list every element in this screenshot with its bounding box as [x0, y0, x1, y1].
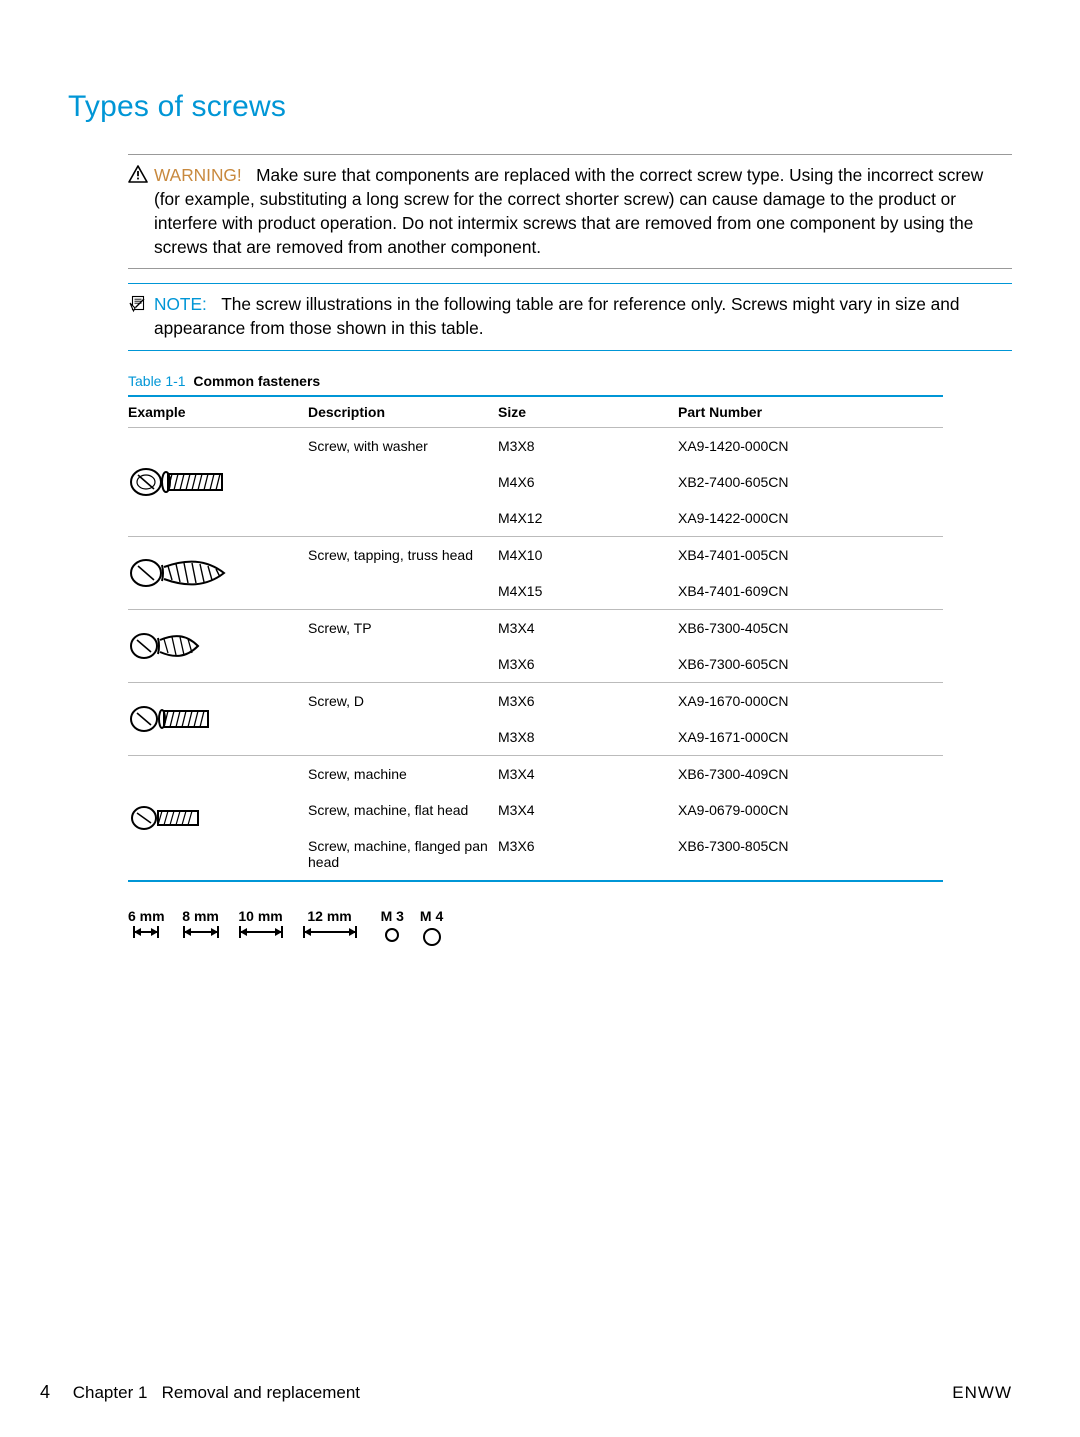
cell-partnumber: XB6-7300-405CN	[678, 610, 943, 647]
cell-description: Screw, machine, flat head	[308, 792, 498, 828]
warning-callout: WARNING! Make sure that components are r…	[128, 154, 1012, 269]
cell-size: M3X4	[498, 792, 678, 828]
ruler-m3: M 3	[381, 908, 404, 944]
cell-partnumber: XA9-0679-000CN	[678, 792, 943, 828]
warning-text: Make sure that components are replaced w…	[154, 165, 983, 257]
ruler-label: M 3	[381, 908, 404, 924]
table-row: Screw, tapping, truss head M4X10 XB4-740…	[128, 537, 943, 574]
cell-size: M3X4	[498, 610, 678, 647]
chapter-label: Chapter 1	[73, 1383, 148, 1402]
screw-example-image-washer	[128, 428, 308, 537]
cell-description: Screw, machine	[308, 756, 498, 793]
page-number: 4	[40, 1382, 50, 1403]
screw-example-image-d	[128, 683, 308, 756]
col-partnumber: Part Number	[678, 396, 943, 428]
ruler-label: M 4	[420, 908, 443, 924]
cell-size: M3X4	[498, 756, 678, 793]
table-row: Screw, with washer M3X8 XA9-1420-000CN	[128, 428, 943, 465]
cell-description: Screw, with washer	[308, 428, 498, 465]
note-label: NOTE:	[154, 294, 207, 314]
cell-partnumber: XB2-7400-605CN	[678, 464, 943, 500]
cell-partnumber: XB4-7401-005CN	[678, 537, 943, 574]
cell-size: M3X8	[498, 719, 678, 756]
ruler-label: 10 mm	[238, 908, 282, 924]
ruler-label: 8 mm	[182, 908, 219, 924]
cell-size: M3X6	[498, 828, 678, 881]
warning-icon	[128, 164, 154, 188]
cell-description	[308, 464, 498, 500]
cell-size: M3X8	[498, 428, 678, 465]
screw-example-image-tapping	[128, 537, 308, 610]
note-icon	[128, 293, 154, 319]
ruler-legend: 6 mm 8 mm 10 mm 12 mm	[128, 908, 1012, 948]
page-heading: Types of screws	[68, 90, 1012, 124]
cell-partnumber: XA9-1670-000CN	[678, 683, 943, 720]
cell-partnumber: XB6-7300-409CN	[678, 756, 943, 793]
cell-size: M3X6	[498, 646, 678, 683]
cell-description: Screw, D	[308, 683, 498, 720]
warning-label: WARNING!	[154, 165, 242, 185]
cell-size: M4X6	[498, 464, 678, 500]
table-caption: Table 1-1 Common fasteners	[128, 373, 1012, 389]
cell-description: Screw, TP	[308, 610, 498, 647]
cell-partnumber: XA9-1420-000CN	[678, 428, 943, 465]
screw-example-image-tp	[128, 610, 308, 683]
fasteners-table: Example Description Size Part Number	[128, 395, 943, 882]
col-size: Size	[498, 396, 678, 428]
cell-description	[308, 719, 498, 756]
cell-size: M4X15	[498, 573, 678, 610]
ruler-label: 6 mm	[128, 908, 165, 924]
cell-partnumber: XB6-7300-605CN	[678, 646, 943, 683]
note-callout: NOTE: The screw illustrations in the fol…	[128, 283, 1012, 351]
cell-description	[308, 646, 498, 683]
ruler-12mm: 12 mm	[301, 908, 359, 940]
ruler-6mm: 6 mm	[128, 908, 165, 940]
cell-description	[308, 573, 498, 610]
cell-description: Screw, machine, flanged pan head	[308, 828, 498, 881]
table-row: Screw, TP M3X4 XB6-7300-405CN	[128, 610, 943, 647]
cell-description	[308, 500, 498, 537]
cell-size: M4X12	[498, 500, 678, 537]
table-header-row: Example Description Size Part Number	[128, 396, 943, 428]
cell-partnumber: XA9-1422-000CN	[678, 500, 943, 537]
cell-description: Screw, tapping, truss head	[308, 537, 498, 574]
ruler-label: 12 mm	[307, 908, 351, 924]
footer-right: ENWW	[952, 1383, 1012, 1403]
cell-partnumber: XA9-1671-000CN	[678, 719, 943, 756]
col-example: Example	[128, 396, 308, 428]
col-description: Description	[308, 396, 498, 428]
table-title: Common fasteners	[193, 373, 320, 389]
cell-partnumber: XB6-7300-805CN	[678, 828, 943, 881]
ruler-8mm: 8 mm	[181, 908, 221, 940]
ruler-10mm: 10 mm	[237, 908, 285, 940]
table-number: Table 1-1	[128, 373, 186, 389]
table-row: Screw, machine M3X4 XB6-7300-409CN	[128, 756, 943, 793]
screw-example-image-machine	[128, 756, 308, 882]
cell-size: M3X6	[498, 683, 678, 720]
cell-size: M4X10	[498, 537, 678, 574]
ruler-m4: M 4	[420, 908, 443, 948]
table-row: Screw, D M3X6 XA9-1670-000CN	[128, 683, 943, 720]
chapter-title: Removal and replacement	[162, 1383, 360, 1402]
cell-partnumber: XB4-7401-609CN	[678, 573, 943, 610]
note-text: The screw illustrations in the following…	[154, 294, 960, 338]
page-footer: 4 Chapter 1 Removal and replacement ENWW	[40, 1382, 1012, 1403]
